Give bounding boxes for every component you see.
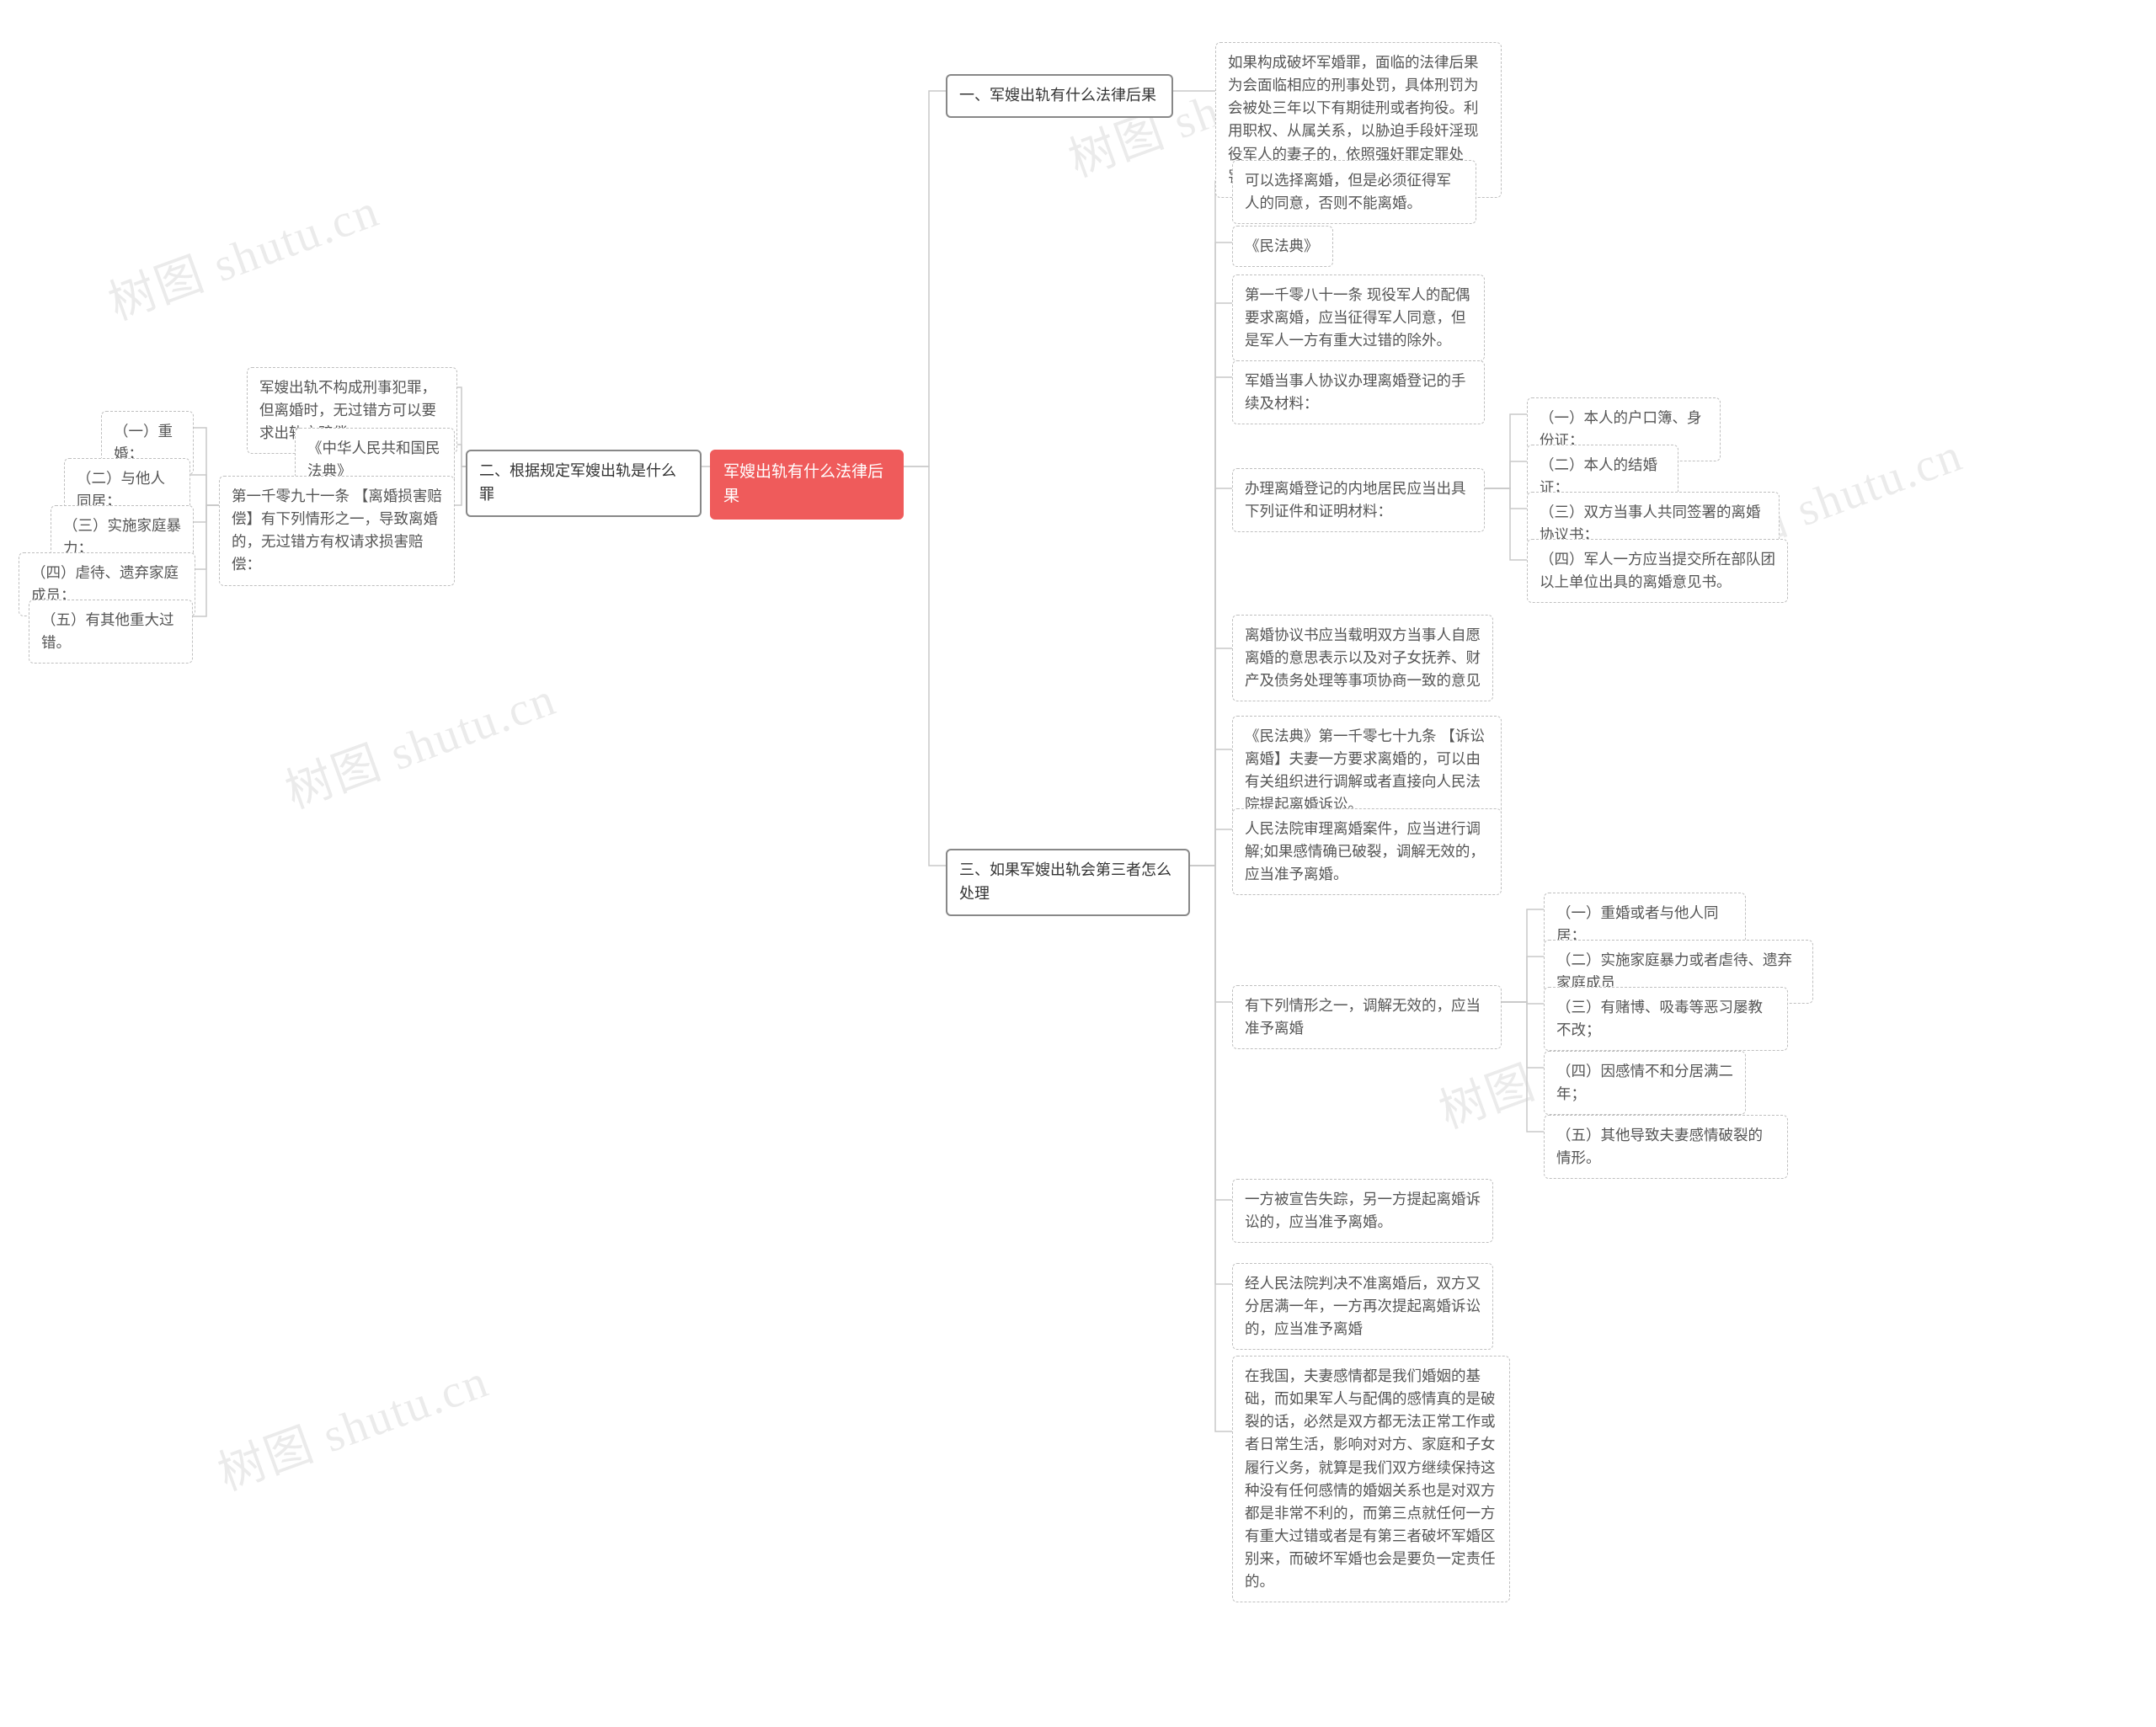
branch-3-item-e4: （四）军人一方应当提交所在部队团以上单位出具的离婚意见书。 bbox=[1527, 539, 1788, 603]
branch-3-item-a: 可以选择离婚，但是必须征得军人的同意，否则不能离婚。 bbox=[1232, 160, 1476, 224]
branch-3-item-k: 经人民法院判决不准离婚后，双方又分居满一年，一方再次提起离婚诉讼的，应当准予离婚 bbox=[1232, 1263, 1493, 1350]
branch-3-item-i5: （五）其他导致夫妻感情破裂的情形。 bbox=[1544, 1115, 1788, 1179]
branch-3-item-f: 离婚协议书应当载明双方当事人自愿离婚的意思表示以及对子女抚养、财产及债务处理等事… bbox=[1232, 615, 1493, 701]
branch-3[interactable]: 三、如果军嫂出轨会第三者怎么处理 bbox=[946, 849, 1190, 916]
branch-3-item-i: 有下列情形之一，调解无效的，应当准予离婚 bbox=[1232, 985, 1502, 1049]
branch-3-item-l: 在我国，夫妻感情都是我们婚姻的基础，而如果军人与配偶的感情真的是破裂的话，必然是… bbox=[1232, 1356, 1510, 1602]
branch-2-item-c: 第一千零九十一条 【离婚损害赔偿】有下列情形之一，导致离婚的，无过错方有权请求损… bbox=[219, 476, 455, 586]
root-node[interactable]: 军嫂出轨有什么法律后果 bbox=[710, 450, 904, 520]
watermark: 树图 shutu.cn bbox=[275, 661, 564, 822]
branch-3-item-c: 第一千零八十一条 现役军人的配偶要求离婚，应当征得军人同意，但是军人一方有重大过… bbox=[1232, 275, 1485, 361]
branch-3-item-h: 人民法院审理离婚案件，应当进行调解;如果感情确已破裂，调解无效的，应当准予离婚。 bbox=[1232, 808, 1502, 895]
branch-2[interactable]: 二、根据规定军嫂出轨是什么罪 bbox=[466, 450, 702, 517]
branch-3-item-b: 《民法典》 bbox=[1232, 226, 1333, 267]
watermark: 树图 shutu.cn bbox=[207, 1343, 497, 1504]
branch-2-item-c5: （五）有其他重大过错。 bbox=[29, 600, 193, 664]
branch-3-item-j: 一方被宣告失踪，另一方提起离婚诉讼的，应当准予离婚。 bbox=[1232, 1179, 1493, 1243]
watermark: 树图 shutu.cn bbox=[98, 173, 387, 333]
branch-3-item-d: 军婚当事人协议办理离婚登记的手续及材料： bbox=[1232, 360, 1485, 424]
branch-1[interactable]: 一、军嫂出轨有什么法律后果 bbox=[946, 74, 1173, 118]
branch-3-item-e: 办理离婚登记的内地居民应当出具下列证件和证明材料： bbox=[1232, 468, 1485, 532]
branch-3-item-i3: （三）有赌博、吸毒等恶习屡教不改； bbox=[1544, 987, 1788, 1051]
branch-3-item-i4: （四）因感情不和分居满二年； bbox=[1544, 1051, 1746, 1115]
